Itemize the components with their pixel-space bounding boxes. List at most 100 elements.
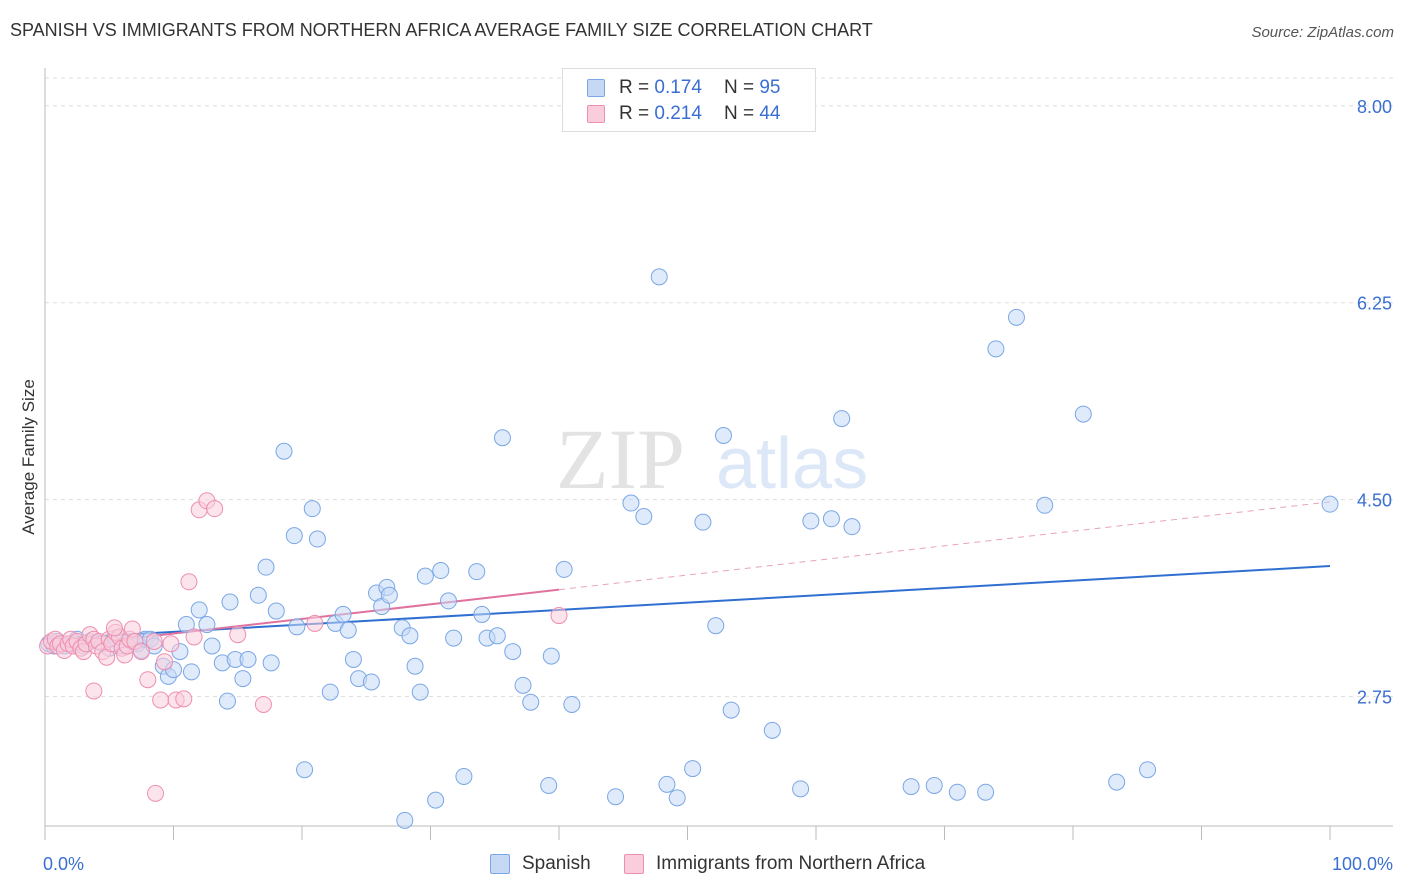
legend-item-spanish[interactable]: Spanish (490, 853, 591, 875)
point-spanish (493, 429, 511, 447)
point-spanish (182, 663, 200, 681)
point-spanish (445, 629, 463, 647)
point-spanish (218, 692, 236, 710)
point-spanish (948, 783, 966, 801)
point-immigrants (229, 626, 247, 644)
watermark-atlas: atlas (716, 424, 868, 504)
point-spanish (411, 683, 429, 701)
point-spanish (396, 811, 414, 829)
point-spanish (802, 512, 820, 530)
series-legend: Spanish Immigrants from Northern Africa (0, 853, 1406, 877)
point-spanish (203, 637, 221, 655)
point-spanish (668, 789, 686, 807)
r-value: 0.214 (654, 103, 702, 124)
point-immigrants (132, 643, 150, 661)
x-tick-label: 0.0% (43, 854, 84, 874)
point-spanish (288, 618, 306, 636)
point-spanish (339, 621, 357, 639)
point-immigrants (175, 690, 193, 708)
point-immigrants (550, 607, 568, 625)
point-spanish (473, 605, 491, 623)
legend-row-immigrants: R = 0.214 N = 44 (587, 102, 780, 126)
trend-line-spanish (44, 565, 1331, 641)
point-spanish (522, 693, 540, 711)
point-immigrants (185, 628, 203, 646)
axes (44, 68, 1393, 840)
point-spanish (987, 340, 1005, 358)
point-spanish (344, 650, 362, 668)
point-immigrants (147, 784, 165, 802)
source-label: Source: ZipAtlas.com (1251, 24, 1394, 41)
n-label: N = (723, 103, 755, 124)
point-immigrants (145, 632, 163, 650)
point-spanish (1007, 308, 1025, 326)
point-spanish (658, 775, 676, 793)
point-spanish (635, 508, 653, 526)
point-spanish (722, 701, 740, 719)
point-spanish (902, 778, 920, 796)
legend-label-immigrants: Immigrants from Northern Africa (656, 853, 926, 874)
point-spanish (694, 513, 712, 531)
point-spanish (1108, 773, 1126, 791)
point-spanish (177, 616, 195, 634)
point-spanish (468, 563, 486, 581)
point-spanish (763, 721, 781, 739)
point-spanish (221, 593, 239, 611)
legend-swatch-spanish (587, 79, 605, 97)
point-immigrants (254, 695, 272, 713)
n-value: 44 (759, 103, 781, 124)
point-immigrants (156, 653, 174, 671)
point-spanish (198, 616, 216, 634)
point-spanish (239, 650, 257, 668)
point-spanish (303, 500, 321, 518)
n-value: 95 (759, 77, 781, 98)
point-spanish (650, 268, 668, 286)
point-spanish (925, 776, 943, 794)
point-spanish (540, 776, 558, 794)
point-spanish (488, 627, 506, 645)
point-spanish (308, 530, 326, 548)
legend-item-immigrants[interactable]: Immigrants from Northern Africa (624, 853, 925, 875)
point-immigrants (105, 619, 123, 637)
point-immigrants (206, 500, 224, 518)
point-spanish (542, 647, 560, 665)
point-immigrants (180, 573, 198, 591)
point-spanish (1036, 496, 1054, 514)
point-spanish (401, 627, 419, 645)
point-immigrants (139, 671, 157, 689)
point-spanish (1139, 761, 1157, 779)
point-spanish (285, 527, 303, 545)
point-spanish (514, 676, 532, 694)
point-spanish (296, 761, 314, 779)
point-spanish (257, 558, 275, 576)
trend-line-immigrants-extension (558, 501, 1331, 591)
point-spanish (362, 673, 380, 691)
legend-label-spanish: Spanish (522, 853, 591, 874)
point-spanish (1074, 405, 1092, 423)
point-spanish (555, 560, 573, 578)
legend-swatch-immigrants (587, 105, 605, 123)
r-label: R = (619, 103, 650, 124)
point-spanish (234, 670, 252, 688)
point-spanish (607, 788, 625, 806)
scatter-points (39, 268, 1339, 829)
point-spanish (267, 602, 285, 620)
legend-swatch-immigrants (624, 854, 644, 874)
y-tick-label: 8.00 (1357, 97, 1392, 117)
point-immigrants (85, 682, 103, 700)
chart-title: SPANISH VS IMMIGRANTS FROM NORTHERN AFRI… (10, 20, 873, 40)
point-spanish (406, 657, 424, 675)
point-spanish (622, 494, 640, 512)
point-spanish (321, 683, 339, 701)
point-spanish (707, 617, 725, 635)
point-spanish (432, 562, 450, 580)
r-label: R = (619, 77, 650, 98)
point-immigrants (306, 614, 324, 632)
point-spanish (416, 567, 434, 585)
point-spanish (843, 518, 861, 536)
legend-row-spanish: R = 0.174 N = 95 (587, 76, 780, 100)
legend-swatch-spanish (490, 854, 510, 874)
watermark-zip: ZIP (556, 411, 685, 507)
n-label: N = (723, 77, 755, 98)
point-spanish (833, 410, 851, 428)
